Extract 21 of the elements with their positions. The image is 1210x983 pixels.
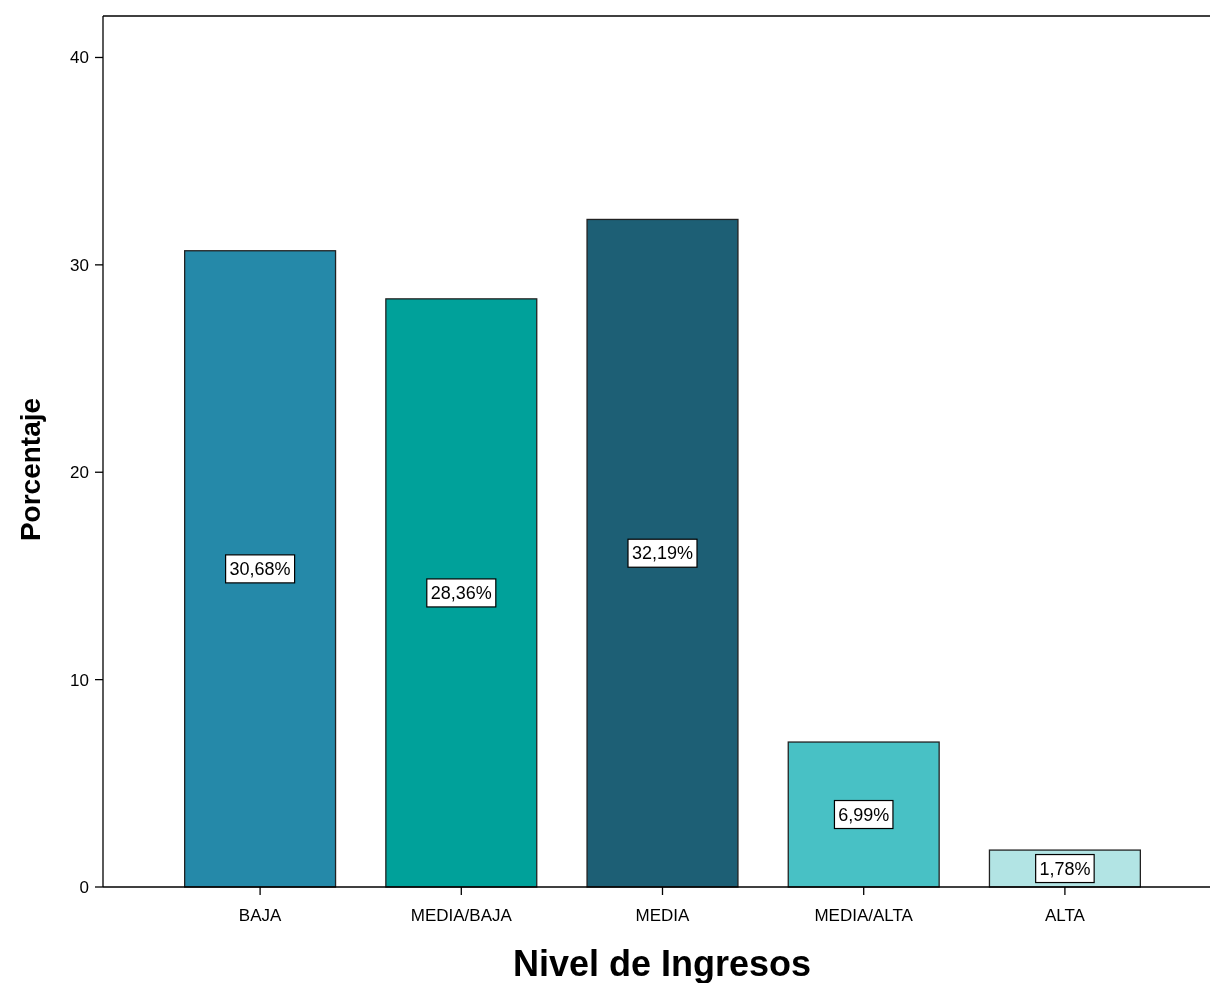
bar <box>385 298 538 888</box>
x-tick-label: ALTA <box>1044 906 1086 925</box>
x-axis-title: Nivel de Ingresos <box>512 943 812 983</box>
bar <box>787 741 940 888</box>
data-label: 32,19% <box>631 543 694 564</box>
x-tick-label: MEDIA/ALTA <box>814 906 914 925</box>
data-label: 6,99% <box>838 804 890 825</box>
x-tick-label: BAJA <box>238 906 283 925</box>
x-tick-label: MEDIA <box>635 906 691 925</box>
bar <box>586 218 739 888</box>
y-tick-label: 10 <box>70 670 89 690</box>
y-tick-label: 20 <box>70 463 89 483</box>
data-label: 28,36% <box>430 582 492 603</box>
data-label: 1,78% <box>1039 858 1091 879</box>
y-axis-title: Porcentaje <box>15 397 46 542</box>
y-tick-label: 30 <box>70 255 89 275</box>
bar <box>184 250 337 888</box>
y-tick-label: 0 <box>79 878 89 897</box>
y-tick-label: 40 <box>70 48 89 68</box>
data-label: 30,68% <box>229 558 291 579</box>
x-tick-label: MEDIA/BAJA <box>410 906 513 925</box>
